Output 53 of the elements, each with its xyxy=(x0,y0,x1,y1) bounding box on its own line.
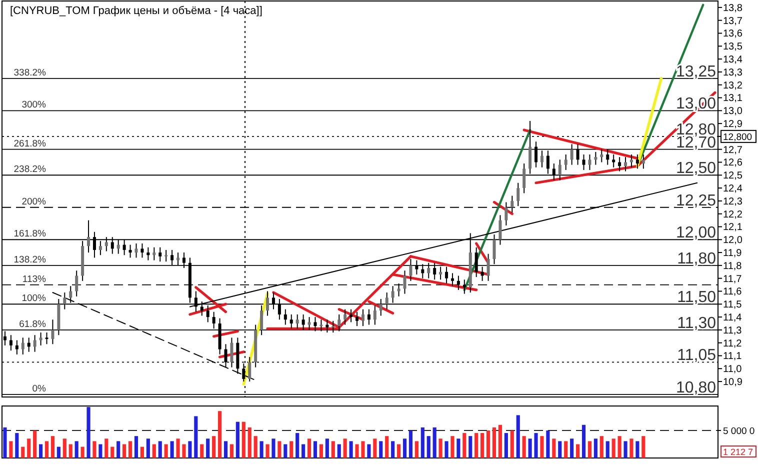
y-tick-label: 13,6 xyxy=(723,28,743,40)
annotation: 338.2% xyxy=(14,67,47,78)
annotation: 300% xyxy=(22,100,47,111)
annotation: 12,800 xyxy=(723,132,752,143)
y-tick-label: 11,8 xyxy=(723,260,742,272)
y-tick-label: 12,4 xyxy=(723,184,743,195)
annotation: 113% xyxy=(22,274,47,285)
y-tick-label: 11,1 xyxy=(723,351,742,362)
y-tick-label: 13,7 xyxy=(723,16,743,27)
y-tick-label: 12,7 xyxy=(723,144,743,156)
y-tick-label: 10,9 xyxy=(723,377,743,388)
y-tick-label: 12,6 xyxy=(723,158,743,169)
y-tick-label: 11,9 xyxy=(723,248,742,260)
y-tick-label: 13,3 xyxy=(723,67,743,78)
text: 1 212 7 xyxy=(723,447,754,457)
ref-line-label: 12,00 xyxy=(676,224,716,242)
chart-title: [CNYRUB_TOM График цены и объёма - [4 часа]] xyxy=(10,5,262,17)
ref-line-label: 12,25 xyxy=(676,192,716,210)
y-tick-label: 11,0 xyxy=(723,364,742,376)
y-tick-label: 11,7 xyxy=(723,274,742,285)
y-tick-label: 13,0 xyxy=(723,106,743,118)
ref-line-label: 11,80 xyxy=(677,250,716,268)
y-tick-label: 11,6 xyxy=(723,286,742,298)
text: 5 000 0 xyxy=(723,426,755,437)
y-tick-label: 12,1 xyxy=(723,222,743,234)
annotation: 61.8% xyxy=(19,318,47,330)
y-tick-label: 11,2 xyxy=(723,338,742,350)
y-tick-label: 13,2 xyxy=(723,80,743,92)
y-tick-label: 12,5 xyxy=(723,170,743,182)
y-tick-label: 11,4 xyxy=(723,312,742,324)
y-tick-label: 13,8 xyxy=(723,2,743,14)
y-tick-label: 11,3 xyxy=(723,325,742,336)
y-tick-label: 12,2 xyxy=(723,209,743,220)
ref-line-label: 11,05 xyxy=(677,347,716,364)
y-tick-label: 13,5 xyxy=(723,42,743,53)
annotation: 161.8% xyxy=(14,228,47,240)
y-tick-label: 12,3 xyxy=(723,196,743,208)
y-tick-label: 11,5 xyxy=(723,300,742,311)
annotation: 0% xyxy=(32,383,47,394)
y-tick-label: 12,0 xyxy=(723,235,743,246)
y-tick-label: 12,9 xyxy=(723,119,743,130)
ref-line-label: 11,50 xyxy=(677,289,716,306)
ref-line-label: 12,50 xyxy=(676,160,716,178)
y-tick-label: 13,4 xyxy=(723,54,743,66)
ref-line-label: 10,80 xyxy=(676,379,716,396)
annotation: 100% xyxy=(22,293,47,304)
ref-line-label: 11,30 xyxy=(677,314,716,332)
annotation: 261.8% xyxy=(14,138,47,150)
annotation: 138.2% xyxy=(14,254,47,266)
annotation: 238.2% xyxy=(14,164,47,176)
annotation: 200% xyxy=(22,196,47,208)
ref-line-label: 13,25 xyxy=(676,63,716,80)
y-tick-label: 13,1 xyxy=(723,93,743,104)
